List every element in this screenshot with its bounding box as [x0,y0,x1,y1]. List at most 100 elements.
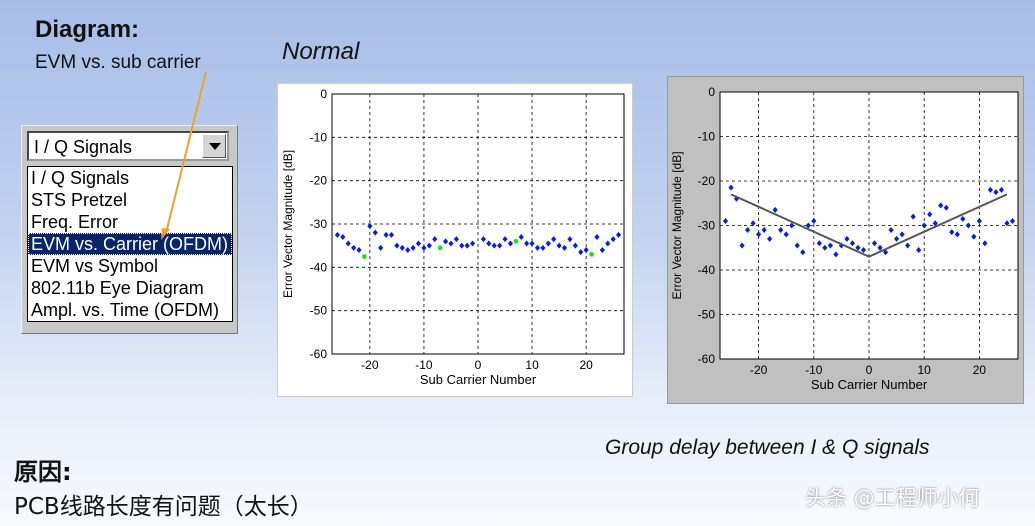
data-point [480,236,487,243]
option-sts-pretzel[interactable]: STS Pretzel [31,190,128,210]
y-tick-label: 0 [320,87,327,101]
data-point [965,222,971,229]
data-point [583,247,589,253]
data-point [540,244,546,251]
y-tick-label: 0 [708,85,715,99]
dropdown-button[interactable] [202,134,226,158]
x-tick-label: -10 [805,363,823,377]
data-point [551,236,557,243]
y-axis-label: Error Vector Magnitude [dB] [670,151,684,299]
data-point [399,244,405,251]
normal-label: Normal [282,38,360,65]
chart-group-delay: -20 -10 0 10 20 0 -10 -20 -30 -40 -50 -60 Sub Carrie… [670,85,1019,392]
option-evm-vs-carrier[interactable]: EVM vs. Carrier (OFDM) [28,233,232,255]
option-ampl-vs-time[interactable]: Ampl. vs. Time (OFDM) [31,300,219,320]
x-tick-label: -10 [415,358,433,372]
y-tick-label: -50 [310,304,328,318]
data-point [448,240,454,247]
y-tick-label: -40 [310,260,328,274]
data-point [578,249,584,256]
data-point [987,186,994,193]
data-point [599,247,605,253]
x-tick-label: -20 [361,358,379,372]
data-point [459,242,465,249]
diagram-title: Diagram: [35,16,140,43]
chevron-down-icon [209,143,221,150]
option-eye-diagram[interactable]: 802.11b Eye Diagram [31,278,204,298]
x-axis-label: Sub Carrier Number [811,377,928,392]
data-point [1009,218,1016,225]
option-evm-vs-symbol[interactable]: EVM vs Symbol [31,256,159,276]
x-tick-label: 20 [973,363,987,377]
data-point [502,236,508,243]
x-tick-label: 20 [579,358,593,372]
chart-normal: -20 -10 0 10 20 0 -10 -20 -30 -40 -50 -60 Sub Carrie… [281,87,625,387]
y-tick-label: -10 [698,130,716,144]
trend-line [730,193,1008,258]
data-point [938,202,944,209]
data-point [744,226,751,233]
cause-text: PCB线路长度有问题（太长） [14,494,313,520]
data-point [993,189,999,196]
option-iq-signals[interactable]: I / Q Signals [31,168,130,188]
data-point [927,211,933,218]
data-point [572,242,578,249]
pilot-point [437,245,443,251]
data-point [811,218,817,225]
data-point [849,240,856,247]
data-point [334,231,341,238]
pilot-point [362,254,367,259]
data-point [943,204,949,211]
y-tick-label: -40 [698,263,716,277]
data-point [491,242,497,249]
data-point [921,222,927,229]
data-point [905,242,911,249]
data-point [960,215,966,222]
diagram-select[interactable]: I / Q Signals [27,131,229,161]
data-point [351,244,357,251]
data-point [561,244,568,251]
data-point [345,240,351,247]
data-point [605,240,611,247]
data-point [534,244,541,251]
watermark: 头条 @工程师小何 [805,486,980,510]
data-point [567,236,573,243]
y-tick-label: -20 [698,174,716,188]
data-point [507,240,514,247]
x-tick-label: 10 [918,363,932,377]
y-tick-label: -20 [310,174,328,188]
data-point [340,234,346,240]
diagram-subtitle: EVM vs. sub carrier [35,52,201,73]
y-tick-label: -60 [310,347,328,361]
data-point [469,240,476,247]
data-point [949,229,955,236]
data-point [998,186,1005,193]
pilot-point [589,251,594,257]
data-point [822,244,828,251]
data-point [877,244,883,251]
option-list: I / Q Signals STS Pretzel Freq. Error EV… [27,166,233,322]
data-point [594,234,600,240]
data-point [772,206,778,213]
pilot-point [513,238,519,244]
data-point [497,242,503,249]
y-tick-label: -60 [698,352,716,366]
data-point [954,231,960,238]
y-tick-label: -30 [310,217,328,231]
arrow-line [165,71,207,234]
y-tick-label: -30 [698,219,716,233]
data-point [728,184,734,191]
data-point [610,236,616,243]
data-point [486,240,492,247]
data-point [893,235,900,242]
data-point [464,242,470,249]
data-point [855,244,861,251]
data-point [545,240,551,247]
data-point [556,242,562,249]
data-point [800,249,806,256]
x-axis-label: Sub Carrier Number [420,372,537,387]
y-tick-label: -50 [698,308,716,322]
data-point [932,220,938,227]
option-freq-error[interactable]: Freq. Error [31,212,119,232]
